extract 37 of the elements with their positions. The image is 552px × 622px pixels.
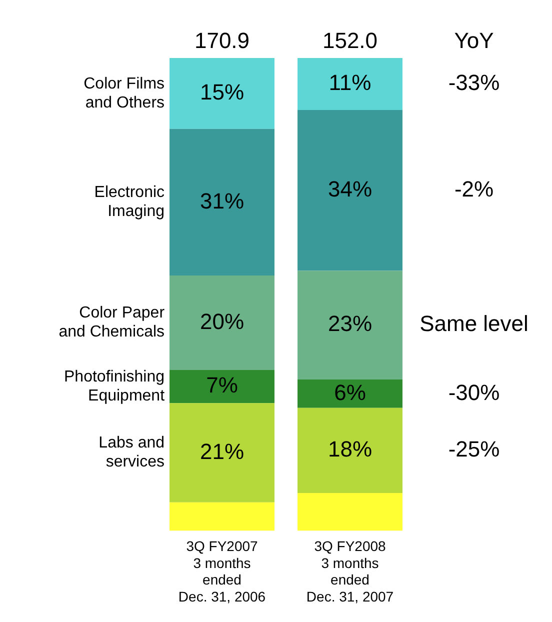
data-label: 20% bbox=[200, 308, 244, 334]
series-label: Photofinishing Equipment bbox=[64, 368, 166, 404]
data-label: 15% bbox=[200, 80, 244, 105]
series-label: Color Films and Others bbox=[84, 75, 165, 112]
bar bbox=[298, 270, 402, 380]
bar bbox=[298, 58, 402, 110]
x-tick-label: 3Q FY2008 3 months ended Dec. 31, 2007 bbox=[306, 538, 394, 604]
bar bbox=[170, 403, 274, 502]
text: -33% bbox=[448, 70, 500, 96]
text: -30% bbox=[448, 380, 500, 405]
data-label: 7% bbox=[206, 372, 238, 398]
data-label: 6% bbox=[334, 380, 366, 405]
series-label: Color Paper and Chemicals bbox=[58, 304, 166, 341]
annotation: 170.9 bbox=[194, 28, 250, 54]
bar bbox=[170, 275, 274, 370]
data-label: 21% bbox=[200, 438, 244, 464]
text: -25% bbox=[448, 436, 500, 462]
series-label: Labs and services bbox=[98, 434, 165, 471]
data-label: 11% bbox=[328, 70, 372, 96]
series-label: Electronic Imaging bbox=[94, 184, 165, 220]
bar bbox=[298, 380, 402, 408]
bar bbox=[170, 58, 274, 129]
bar bbox=[170, 128, 274, 276]
bar bbox=[298, 492, 402, 531]
data-label: 23% bbox=[328, 311, 372, 336]
x-tick-label: 3Q FY2007 3 months ended Dec. 31, 2006 bbox=[178, 538, 266, 604]
bar bbox=[170, 502, 274, 531]
data-label: 31% bbox=[200, 188, 244, 214]
data-label: 18% bbox=[328, 436, 372, 462]
text: YoY bbox=[454, 28, 494, 54]
data-label: 34% bbox=[328, 176, 372, 202]
bar bbox=[170, 370, 274, 404]
text: Same level bbox=[420, 311, 528, 336]
bar bbox=[298, 110, 402, 271]
text: -2% bbox=[454, 176, 494, 202]
annotation: 152.0 bbox=[322, 28, 378, 54]
bar bbox=[298, 408, 402, 493]
